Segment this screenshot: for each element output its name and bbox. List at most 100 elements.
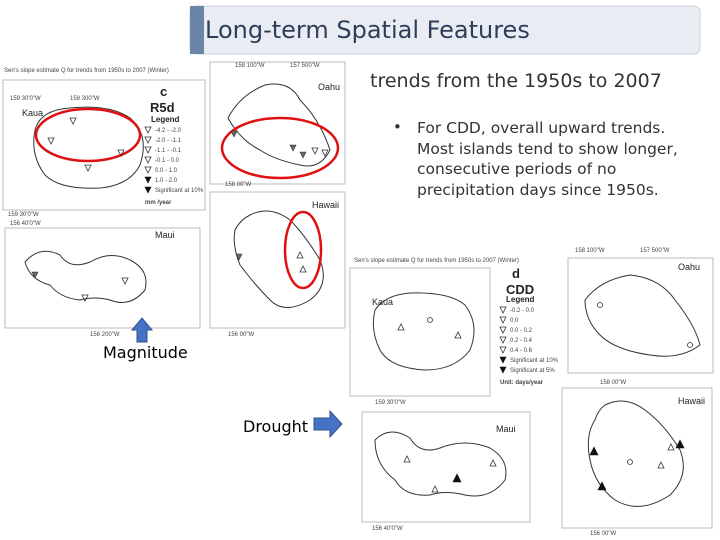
legend-item: 0.0 - 0.2 [510,328,533,334]
symbol [597,302,603,308]
island-outline [24,250,147,303]
legend-item: -0.1 - 0.0 [155,158,180,164]
figure-title: Sen's slope estimate Q for trends from 1… [354,258,519,264]
symbol [230,130,238,138]
arrow-right [313,409,343,439]
symbol [296,251,304,259]
symbol [431,485,439,493]
island-outline [584,274,701,357]
symbol [454,331,462,339]
island-label: Kaua [22,108,43,118]
slide-title: Long-term Spatial Features [205,16,530,44]
legend-symbol [499,306,507,314]
island-outline [372,292,475,371]
island-label: Maui [155,230,175,240]
legend-symbol [144,186,152,194]
island-label: Maui [496,424,516,434]
legend: Legend -0.2 - 0.0 0.0 0.0 - 0.2 0.2 - 0.4 0.4… [499,295,559,386]
bullet-marker: • [393,118,402,136]
legend-item: 0.0 [510,318,519,324]
legend-unit: mm /year [145,200,172,206]
legend-symbol [499,356,507,364]
coordinate-label: 157 500"W [290,63,320,69]
coordinate-label: 159 30'0"W [8,212,39,218]
symbol [31,271,39,279]
title-accent [190,6,204,54]
legend-item: Significant at 10% [510,358,559,364]
coordinate-label: 158 00"W [225,182,251,188]
legend-item: -2.0 - -1.1 [155,138,182,144]
symbol [675,439,685,449]
island-label: Hawaii [312,200,339,210]
coordinate-label: 159 300"W [70,96,100,102]
symbol [589,446,599,456]
coordinate-label: 158 100"W [235,63,265,69]
coordinate-label: 156 200"W [90,332,120,338]
symbol [597,481,607,491]
symbol [452,473,462,483]
legend-item: Significant at 10% [155,188,204,194]
legend-symbol [144,156,152,164]
legend-symbol [499,336,507,344]
symbol [299,265,307,273]
highlight-ring [34,107,142,163]
legend-item: 0.2 - 0.4 [510,338,533,344]
island-label: Oahu [678,262,700,272]
legend-item: -0.2 - 0.0 [510,308,535,314]
symbol [81,294,89,302]
arrow-up [130,317,154,343]
legend-symbol [144,126,152,134]
island-label: Hawaii [678,396,705,406]
legend-item: -1.1 - -0.1 [155,148,182,154]
figure-title: Sen's slope estimate Q for trends from 1… [4,68,169,74]
symbol [427,317,433,323]
coordinate-label: 158 00"W [600,380,626,386]
coordinate-label: 157 500"W [640,248,670,254]
legend-symbol [499,316,507,324]
coordinate-label: 156 00"W [590,531,616,537]
symbol [489,459,497,467]
symbol [235,253,243,261]
legend-unit: Unit: days/year [500,380,544,386]
island-outline [587,400,684,507]
legend: Legend -4.2 - -2.0 -2.0 - -1.1 -1.1 - -0.1 -… [144,115,204,206]
island-label: Kaua [372,297,393,307]
symbol [69,117,77,125]
legend-item: 0.0 - 1.0 [155,168,178,174]
legend-symbol [144,176,152,184]
panel-letter: c [160,84,167,99]
coordinate-label: 158 100"W [575,248,605,254]
island-outline [33,106,144,189]
arrow-label: Magnitude [103,343,188,362]
bullet-text: For CDD, overall upward trends. Most isl… [417,119,678,199]
legend-symbol [144,136,152,144]
symbol [117,149,125,157]
coordinate-label: 156 40'0"W [10,221,41,227]
legend-symbol [499,326,507,334]
symbol [397,323,405,331]
legend-item: Significant at 5% [510,368,555,374]
legend-symbol [144,166,152,174]
island-outline [233,210,324,308]
highlight-ring [283,210,323,290]
legend-item: -4.2 - -2.0 [155,128,182,134]
legend-symbol [144,146,152,154]
legend-title: Legend [506,295,535,304]
symbol [321,149,329,157]
symbol [667,443,675,451]
island-label: Oahu [318,82,340,92]
island-outline [227,83,331,167]
subtitle: trends from the 1950s to 2007 [370,70,662,92]
panel-index: CDD [506,282,534,297]
symbol [687,342,693,348]
symbol [657,461,665,469]
symbol [403,455,411,463]
coordinate-label: 156 00"W [228,332,254,338]
symbol [627,459,633,465]
highlight-ring [220,116,340,180]
legend-item: 0.4 - 0.6 [510,348,533,354]
coordinate-label: 159 30'0"W [375,400,406,406]
symbol [299,151,307,159]
